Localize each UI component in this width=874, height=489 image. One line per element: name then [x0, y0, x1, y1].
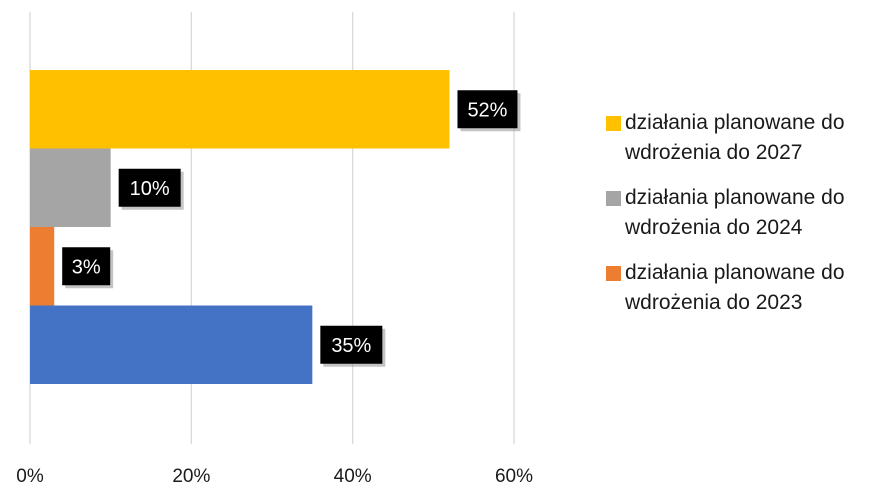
data-label-text: 52% [467, 99, 507, 121]
x-tick-label: 0% [16, 466, 44, 487]
legend-swatch-2024 [606, 191, 621, 206]
legend-swatch-2027 [606, 116, 621, 131]
bar [30, 305, 313, 384]
data-labels: 52% 10% 3% 35% [62, 90, 521, 367]
data-label: 35% [320, 325, 386, 367]
bars [30, 70, 450, 384]
data-label-text: 3% [72, 256, 101, 278]
legend-label-2027: działania planowane do wdrożenia do 2027 [625, 111, 845, 164]
data-label: 10% [118, 168, 184, 210]
bar-chart: 52% 10% 3% 35% 0% 20% 40% 60% [16, 12, 533, 487]
legend-swatch-2023 [606, 266, 621, 281]
data-label: 3% [62, 247, 114, 289]
legend-label-2023: działania planowane do wdrożenia do 2023 [625, 261, 845, 314]
legend-item-2027: działania planowane do wdrożenia do 2027 [606, 108, 874, 168]
data-label-text: 35% [331, 335, 371, 357]
bar [30, 148, 111, 227]
data-label: 52% [457, 90, 521, 132]
legend: działania planowane do wdrożenia do 2027… [606, 108, 874, 333]
x-axis-ticks: 0% 20% 40% 60% [16, 466, 533, 487]
bar [30, 227, 55, 306]
x-tick-label: 60% [495, 466, 533, 487]
x-tick-label: 40% [334, 466, 372, 487]
bar [30, 70, 450, 149]
legend-label-2024: działania planowane do wdrożenia do 2024 [625, 186, 845, 239]
legend-item-2024: działania planowane do wdrożenia do 2024 [606, 183, 874, 243]
data-label-text: 10% [130, 178, 170, 200]
legend-item-2023: działania planowane do wdrożenia do 2023 [606, 258, 874, 318]
x-tick-label: 20% [172, 466, 210, 487]
